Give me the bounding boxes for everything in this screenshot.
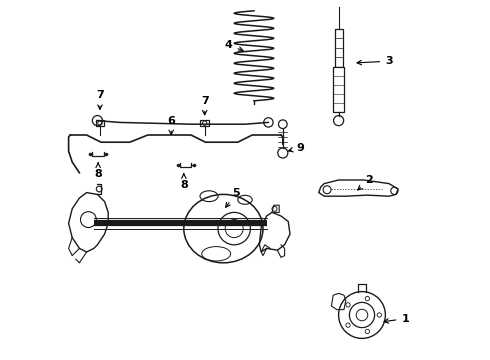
Text: 3: 3 <box>357 56 393 66</box>
Text: 8: 8 <box>180 174 188 190</box>
Bar <box>96 120 104 126</box>
Text: 1: 1 <box>384 314 409 324</box>
Text: 8: 8 <box>94 163 102 179</box>
Text: 6: 6 <box>167 116 175 135</box>
Text: 2: 2 <box>358 175 373 190</box>
Bar <box>200 120 209 126</box>
Text: 9: 9 <box>289 143 305 153</box>
Text: 4: 4 <box>225 40 243 51</box>
Text: 5: 5 <box>226 188 240 207</box>
Bar <box>333 67 344 112</box>
Text: 7: 7 <box>96 90 104 109</box>
Text: 7: 7 <box>201 96 209 115</box>
Bar <box>335 29 343 67</box>
